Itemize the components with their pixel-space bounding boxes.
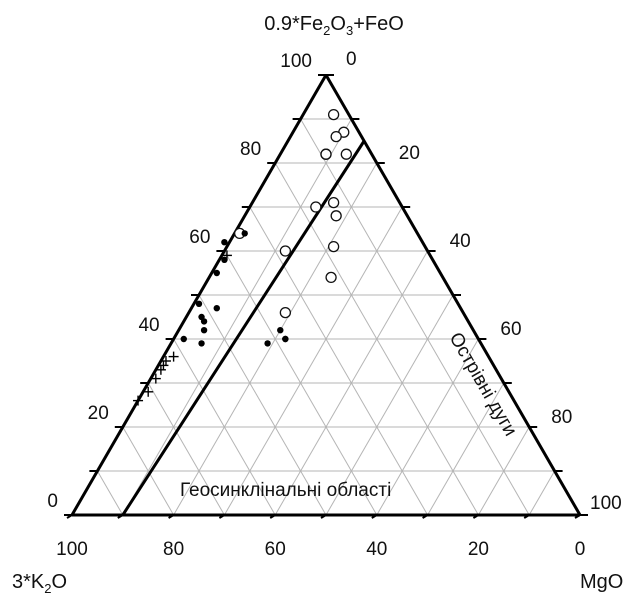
left-vertex-label: 3*K2O bbox=[12, 571, 67, 596]
grid-line-k2o bbox=[147, 382, 225, 516]
right-tick-label: 80 bbox=[551, 407, 572, 428]
grid-line-mgo bbox=[325, 294, 454, 516]
grid-line-mgo bbox=[122, 118, 352, 516]
grid-line-k2o bbox=[300, 118, 530, 516]
grid-line-k2o bbox=[122, 426, 175, 516]
geosyncline-region-label: Геосинклінальні області bbox=[180, 480, 391, 501]
filled-dot-point bbox=[195, 300, 203, 307]
left-tick-label: 60 bbox=[189, 227, 210, 248]
cross-point bbox=[155, 364, 166, 375]
tick-bottom bbox=[117, 514, 124, 519]
left-tick-label: 40 bbox=[138, 315, 159, 336]
open-circle-point bbox=[320, 148, 332, 160]
right-tick-label: 20 bbox=[399, 143, 420, 164]
cross-point bbox=[158, 360, 169, 371]
filled-dot-point bbox=[180, 335, 187, 343]
filled-dot-point bbox=[221, 256, 228, 263]
right-tick-label: 40 bbox=[450, 231, 471, 252]
right-tick-label: 100 bbox=[590, 493, 622, 514]
island-arc-boundary-line bbox=[121, 140, 366, 516]
grid-lines bbox=[96, 118, 556, 516]
grid-line-mgo bbox=[376, 338, 479, 516]
grid-line-k2o bbox=[249, 206, 429, 516]
tick-bottom bbox=[320, 514, 327, 519]
tick-bottom bbox=[422, 514, 429, 519]
open-circle-point bbox=[310, 201, 322, 213]
bottom-tick-label: 40 bbox=[366, 539, 387, 560]
open-circle-point bbox=[330, 210, 342, 222]
grid-line-k2o bbox=[173, 338, 276, 516]
grid-line-mgo bbox=[528, 470, 556, 516]
tick-bottom bbox=[472, 514, 479, 519]
open-circle-point bbox=[279, 245, 292, 257]
open-circle-point bbox=[340, 148, 352, 160]
bottom-tick-label: 60 bbox=[265, 539, 286, 560]
tick-marks bbox=[64, 74, 588, 519]
cross-point bbox=[143, 386, 154, 397]
filled-dot-point bbox=[282, 335, 289, 343]
cross-point bbox=[133, 395, 144, 406]
bottom-tick-label: 0 bbox=[575, 539, 586, 560]
cross-point bbox=[168, 351, 179, 362]
grid-line-k2o bbox=[198, 294, 327, 516]
filled-dot-point bbox=[200, 318, 208, 325]
filled-dot-point bbox=[264, 340, 271, 347]
open-circle-point bbox=[330, 130, 342, 143]
open-circle-point bbox=[327, 240, 340, 253]
grid-line-mgo bbox=[477, 426, 530, 516]
open-circle-point bbox=[327, 108, 340, 121]
bottom-tick-label: 80 bbox=[163, 539, 184, 560]
cross-point bbox=[150, 373, 161, 384]
open-circle-point bbox=[279, 306, 292, 319]
tick-bottom bbox=[574, 514, 581, 519]
left-tick-label: 100 bbox=[280, 51, 312, 72]
filled-dot-point bbox=[277, 327, 284, 334]
grid-line-mgo bbox=[427, 382, 505, 516]
left-tick-label: 20 bbox=[88, 403, 109, 424]
tick-bottom bbox=[371, 514, 378, 519]
bottom-tick-label: 100 bbox=[56, 539, 88, 560]
filled-dot-point bbox=[241, 230, 248, 237]
filled-dot-point bbox=[213, 305, 220, 312]
filled-dot-point bbox=[200, 327, 208, 334]
tick-bottom bbox=[168, 514, 175, 519]
tick-bottom bbox=[523, 514, 530, 519]
data-points bbox=[133, 108, 352, 406]
tick-bottom bbox=[269, 514, 276, 519]
right-vertex-label: MgO bbox=[580, 571, 623, 593]
bottom-tick-label: 20 bbox=[468, 539, 489, 560]
open-circle-point bbox=[325, 271, 337, 284]
filled-dot-point bbox=[198, 340, 205, 347]
left-tick-label: 0 bbox=[47, 491, 58, 512]
right-tick-label: 60 bbox=[500, 319, 521, 340]
right-tick-label: 0 bbox=[346, 49, 357, 70]
filled-dot-point bbox=[213, 269, 220, 277]
left-tick-label: 80 bbox=[240, 139, 261, 160]
grid-line-mgo bbox=[223, 206, 403, 516]
top-vertex-label: 0.9*Fe2O3+FeO bbox=[264, 13, 404, 38]
open-circle-point bbox=[327, 196, 340, 209]
cross-point bbox=[221, 250, 232, 261]
tick-bottom bbox=[218, 514, 225, 519]
grid-line-k2o bbox=[96, 470, 124, 516]
filled-dot-point bbox=[221, 239, 228, 246]
cross-point bbox=[160, 356, 171, 366]
tick-labels: 100 80 60 40 20 0 0 20 40 60 80 100 0 20 40 60 80 100 bbox=[47, 49, 621, 560]
